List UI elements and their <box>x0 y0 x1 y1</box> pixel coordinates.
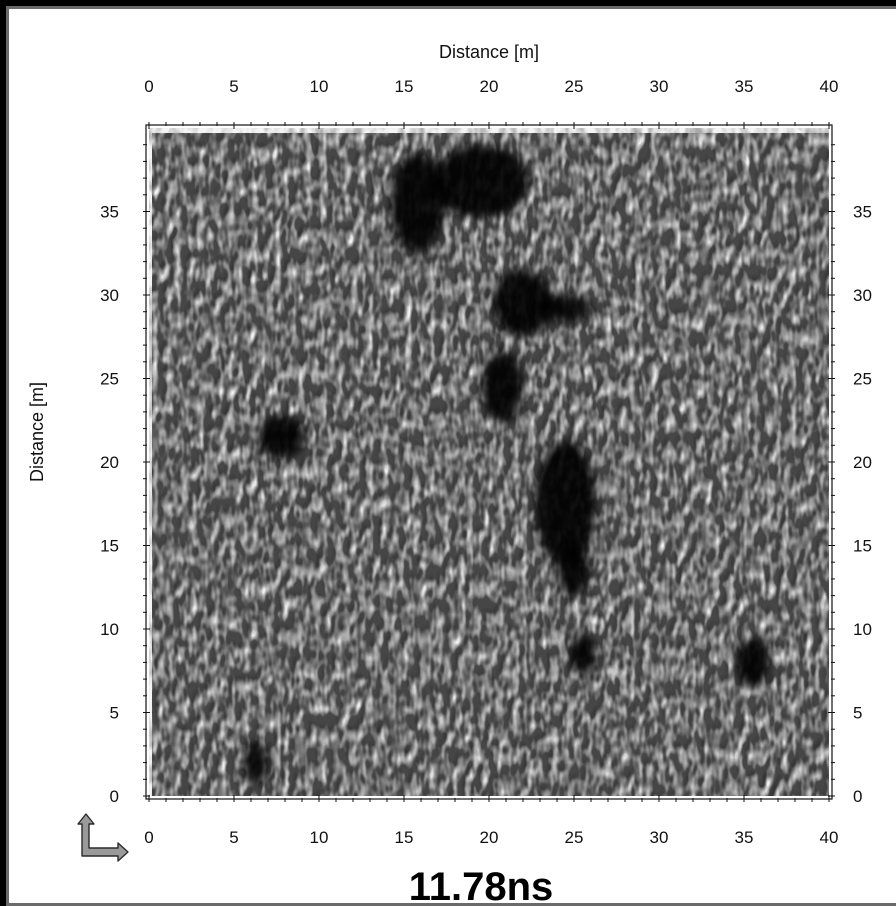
y-tick-label-left: 10 <box>100 620 119 639</box>
y-tick-label-left: 30 <box>100 286 119 305</box>
y-tick-label-left: 0 <box>110 787 119 806</box>
x-tick-label-top: 5 <box>229 77 238 96</box>
x-tick-label-top: 0 <box>144 77 153 96</box>
x-tick-label-bottom: 35 <box>735 828 754 847</box>
x-tick-label-top: 35 <box>735 77 754 96</box>
x-tick-label-top: 10 <box>310 77 329 96</box>
dark-anomaly-5 <box>534 440 597 568</box>
dark-anomaly-7 <box>257 415 306 459</box>
y-tick-label-left: 20 <box>100 453 119 472</box>
x-tick-label-bottom: 25 <box>565 828 584 847</box>
y-tick-label-right: 10 <box>853 620 872 639</box>
x-tick-label-top: 20 <box>480 77 499 96</box>
y-tick-label-right: 0 <box>853 787 862 806</box>
y-tick-label-right: 30 <box>853 286 872 305</box>
dark-anomaly-8 <box>244 740 268 785</box>
x-tick-label-bottom: 40 <box>820 828 839 847</box>
dark-anomaly-0 <box>390 153 445 254</box>
axes-orientation-arrow-icon <box>77 813 129 862</box>
heatmap-noise-dark <box>152 133 829 796</box>
y-axis-title: Distance [m] <box>27 382 47 482</box>
x-tick-label-bottom: 5 <box>229 828 238 847</box>
y-tick-label-right: 5 <box>853 704 862 723</box>
dark-anomaly-9 <box>568 634 597 675</box>
x-tick-label-bottom: 30 <box>650 828 669 847</box>
x-axis-title: Distance [m] <box>439 42 539 62</box>
x-tick-label-top: 40 <box>820 77 839 96</box>
dark-anomaly-6 <box>558 543 590 598</box>
axis-ticks: 0 0 5 5 10 10 15 15 20 20 25 25 30 30 35 35 40 40 0 0 5 5 10 10… <box>100 77 872 847</box>
y-tick-label-left: 5 <box>110 704 119 723</box>
y-tick-label-right: 25 <box>853 370 872 389</box>
y-tick-label-left: 25 <box>100 370 119 389</box>
chart-svg: 0 0 5 5 10 10 15 15 20 20 25 25 30 30 35 35 40 40 0 0 5 5 10 10… <box>27 42 872 903</box>
dark-anomaly-10 <box>735 637 770 688</box>
dark-anomaly-2 <box>492 269 554 337</box>
x-tick-label-top: 30 <box>650 77 669 96</box>
y-tick-label-left: 35 <box>100 203 119 222</box>
time-slice-label: 11.78ns <box>409 865 554 903</box>
dark-anomaly-1 <box>432 144 529 219</box>
x-tick-label-top: 25 <box>565 77 584 96</box>
x-tick-label-bottom: 15 <box>395 828 414 847</box>
x-tick-label-bottom: 0 <box>144 828 153 847</box>
y-tick-label-right: 35 <box>853 203 872 222</box>
heatmap-image <box>149 128 829 796</box>
y-tick-label-right: 15 <box>853 537 872 556</box>
y-tick-label-left: 15 <box>100 537 119 556</box>
x-tick-label-bottom: 20 <box>480 828 499 847</box>
chart-frame: 0 0 5 5 10 10 15 15 20 20 25 25 30 30 35 35 40 40 0 0 5 5 10 10… <box>6 6 896 906</box>
x-tick-label-bottom: 10 <box>310 828 329 847</box>
anomaly-group <box>244 144 770 785</box>
x-tick-label-top: 15 <box>395 77 414 96</box>
dark-anomaly-4 <box>482 350 523 424</box>
dark-anomaly-3 <box>538 295 593 322</box>
y-tick-label-right: 20 <box>853 453 872 472</box>
